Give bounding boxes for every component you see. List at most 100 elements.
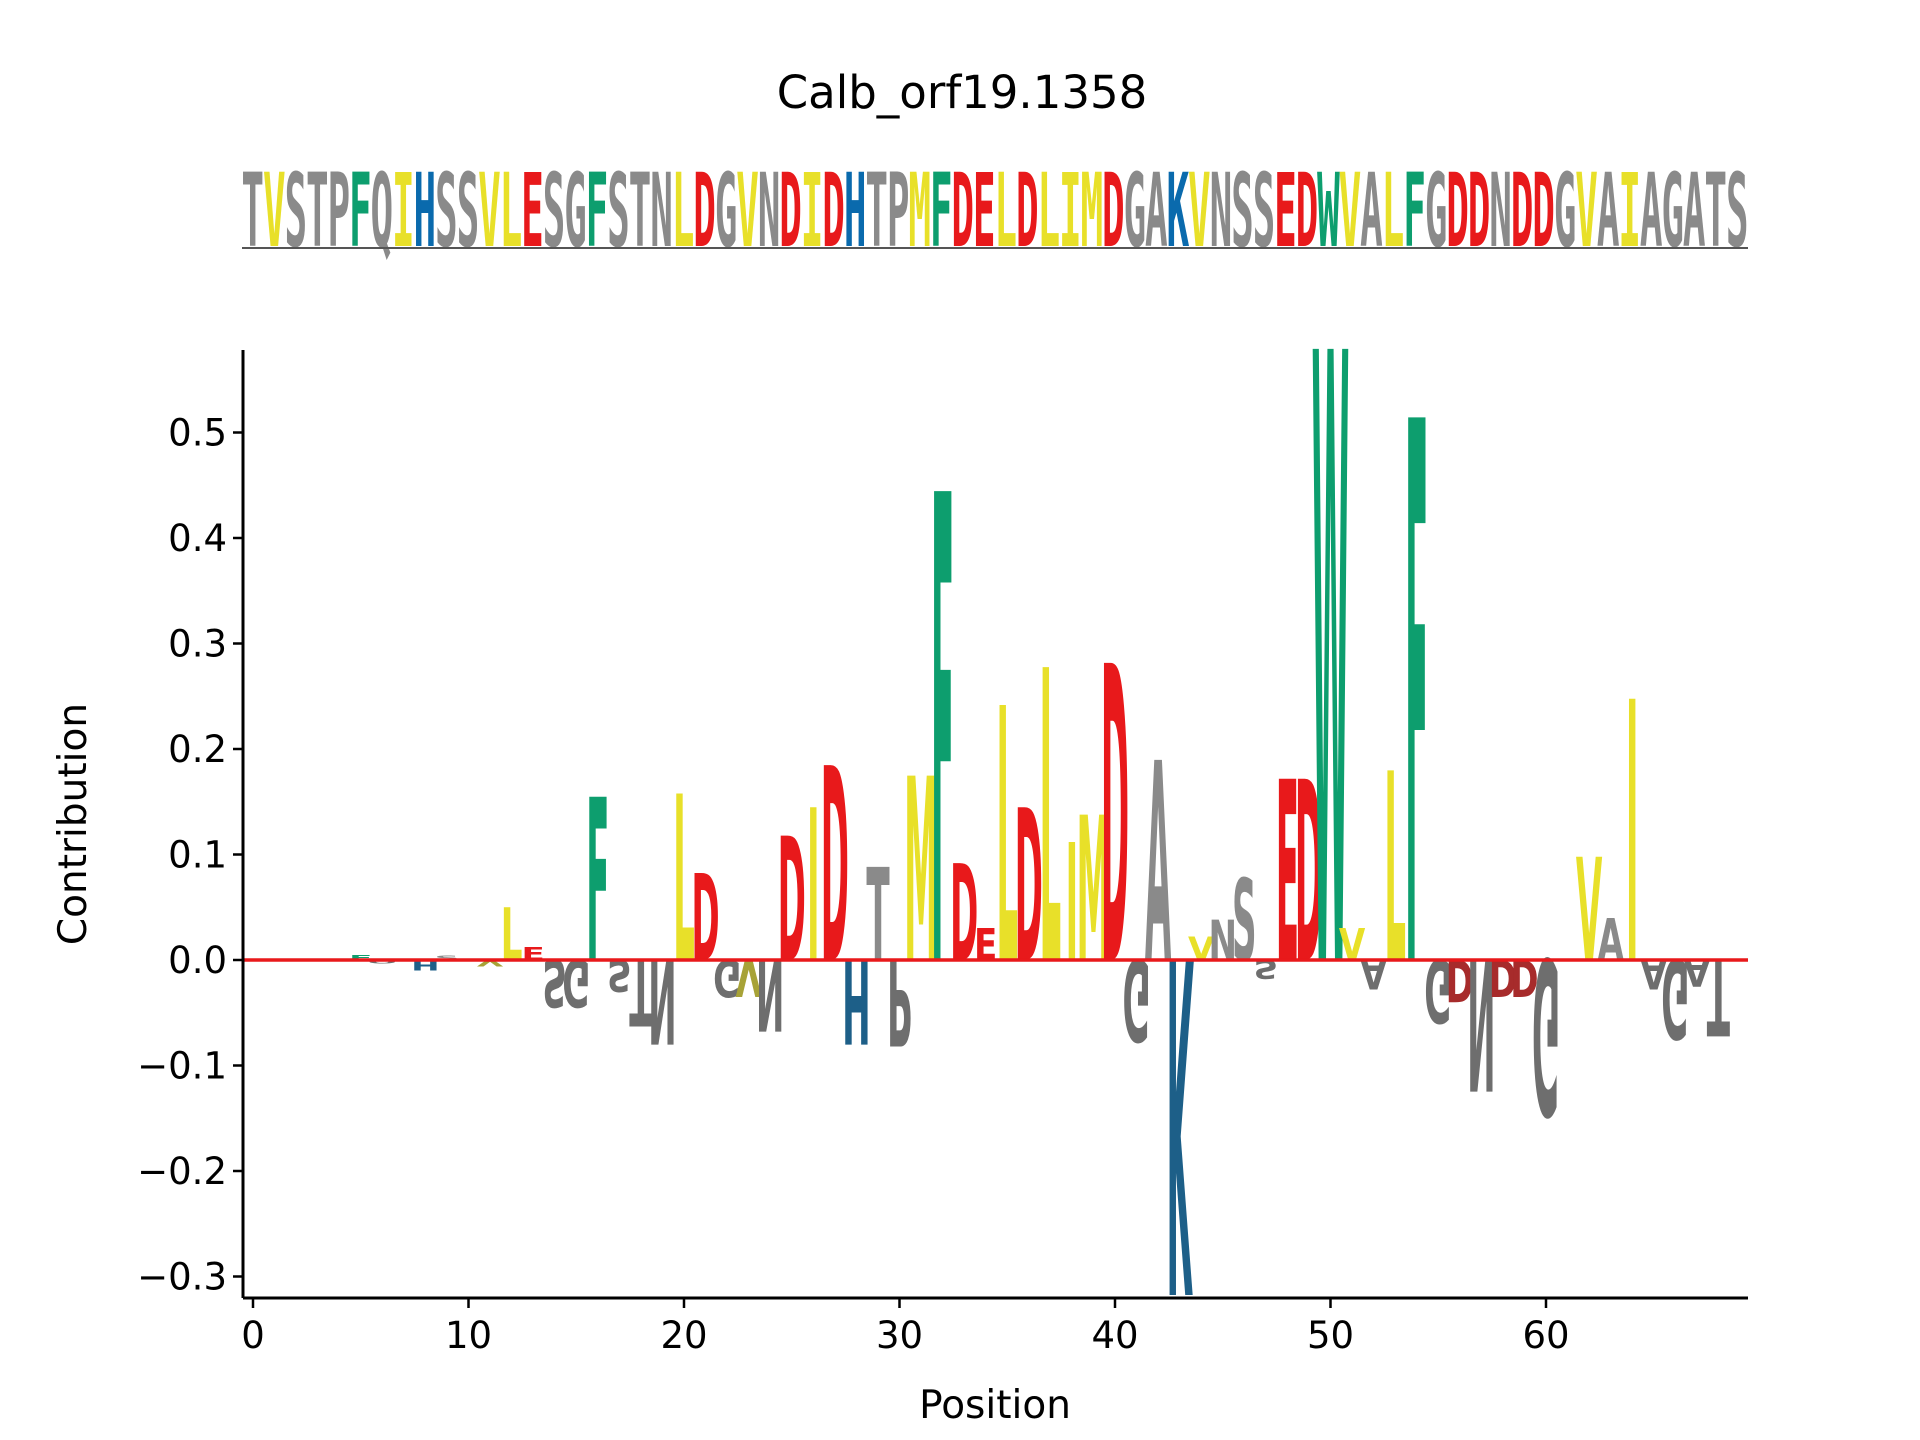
y-tick-label: 0.4 (168, 517, 227, 560)
x-tick-label: 60 (1522, 1314, 1569, 1357)
logo-letter-N: N (1467, 917, 1496, 1128)
sequence-letter: V (1339, 153, 1362, 271)
sequence-letter: G (1124, 153, 1147, 271)
sequence-letter: D (1102, 153, 1125, 271)
sequence-letter: H (844, 153, 867, 271)
logo-letter-S: S (1254, 953, 1279, 983)
logo-letter-A: A (1641, 950, 1667, 998)
sequence-letter: I (1059, 153, 1082, 271)
sequence-letter: K (1167, 153, 1190, 271)
logo-letter-M: M (1076, 775, 1110, 1008)
sequence-letter: G (1554, 153, 1577, 271)
logo-letter-E: E (1276, 729, 1299, 1019)
logo-letter-N: N (756, 936, 785, 1050)
logo-letter-T: T (629, 937, 652, 1043)
logo-letter-F: F (586, 752, 609, 1013)
y-tick-label: −0.1 (137, 1045, 227, 1088)
sequence-letter: Q (371, 153, 394, 271)
sequence-letter: D (1468, 153, 1491, 271)
logo-letter-W: W (1312, 181, 1350, 1157)
sequence-letter: G (715, 153, 738, 271)
sequence-letter: D (779, 153, 802, 271)
logo-letter-G: G (1123, 933, 1151, 1064)
logo-letter-L: L (1384, 719, 1406, 1022)
sequence-letter: I (801, 153, 824, 271)
logo-letter-N: N (648, 932, 677, 1066)
sequence-row: TVSTPFQIHSSVLESGFSTNLDGVNDIDHTPMFDELDLIM… (241, 153, 1748, 271)
logo-letter-D: D (778, 803, 806, 1001)
logo-letter-S: S (542, 944, 567, 1019)
sequence-letter: A (1640, 153, 1663, 271)
logo-letter-D: D (1101, 584, 1129, 1058)
logo-letter-D: D (1510, 947, 1538, 1006)
sequence-letter: N (1489, 153, 1512, 271)
sequence-letter: E (973, 153, 996, 271)
logo-letter-D: D (1295, 729, 1323, 1019)
sequence-letter: T (1704, 153, 1727, 271)
sequence-letter: N (650, 153, 673, 271)
logo-letter-L: L (501, 895, 523, 978)
sequence-letter: V (478, 153, 501, 271)
logo-letter-V: V (477, 958, 504, 968)
sequence-letter: D (1511, 153, 1534, 271)
logo-letter-D: D (691, 848, 719, 988)
sequence-letter: D (1446, 153, 1469, 271)
x-tick-label: 40 (1091, 1314, 1138, 1357)
sequence-letter: F (349, 153, 372, 271)
logo-letter-G: G (1661, 934, 1689, 1061)
sequence-letter: E (1274, 153, 1297, 271)
logo-letter-L: L (996, 635, 1018, 1043)
logo-letter-A: A (1145, 706, 1171, 1026)
sequence-letter: F (930, 153, 953, 271)
logo-letter-A: A (1684, 951, 1711, 993)
sequence-letter: L (672, 153, 695, 271)
logo-letter-F: F (931, 364, 954, 1112)
x-tick-label: 50 (1307, 1314, 1354, 1357)
logo-letter-D: D (1015, 767, 1043, 1010)
y-tick-label: 0.1 (168, 834, 227, 877)
sequence-letter: V (736, 153, 759, 271)
sequence-letter: D (1532, 153, 1555, 271)
sequence-letter: M (908, 153, 931, 271)
sequence-letter: D (822, 153, 845, 271)
logo-letter-A: A (1360, 950, 1386, 998)
sequence-letter: D (693, 153, 716, 271)
sequence-letter: S (1253, 153, 1276, 271)
sequence-letter: G (564, 153, 587, 271)
logo-letter-F: F (349, 953, 372, 961)
x-tick-label: 30 (876, 1314, 923, 1357)
logo-letter-D: D (1446, 945, 1474, 1012)
logo-letter-V: V (1339, 921, 1365, 971)
x-tick-label: 10 (445, 1314, 492, 1357)
logo-letter-I: I (807, 767, 820, 1010)
sequence-letter: P (887, 153, 910, 271)
y-axis-label: Contribution (51, 703, 96, 945)
logo-letter-S: S (1232, 856, 1257, 987)
sequence-letter: N (758, 153, 781, 271)
logo-letter-D: D (950, 837, 978, 992)
sequence-letter: S (543, 153, 566, 271)
x-tick-label: 0 (241, 1314, 265, 1357)
x-axis-label: Position (919, 1383, 1071, 1428)
sequence-letter: G (1425, 153, 1448, 271)
y-tick-label: −0.3 (137, 1256, 227, 1299)
sequence-letter: D (951, 153, 974, 271)
logo-letter-F: F (1405, 271, 1428, 1137)
sequence-letter: S (1231, 153, 1254, 271)
logo-letter-P: P (887, 931, 912, 1070)
logo-letter-T: T (866, 843, 889, 991)
sequence-letter: F (1403, 153, 1426, 271)
logo-letter-D: D (821, 712, 849, 1023)
logo-letter-V: V (1576, 829, 1602, 994)
logo-letter-S: S (607, 949, 632, 999)
chart-title: Calb_orf19.1358 (777, 66, 1148, 119)
y-axis-ticks: −0.3 −0.2 −0.1 0.0 0.1 0.2 0.3 0.4 0.5 (137, 412, 243, 1299)
sequence-letter: S (607, 153, 630, 271)
sequence-letter: S (457, 153, 480, 271)
sequence-letter: S (1726, 153, 1749, 271)
logo-letter-I: I (1626, 629, 1639, 1046)
sequence-letter: S (284, 153, 307, 271)
sequence-letter: F (586, 153, 609, 271)
sequence-letter: S (435, 153, 458, 271)
